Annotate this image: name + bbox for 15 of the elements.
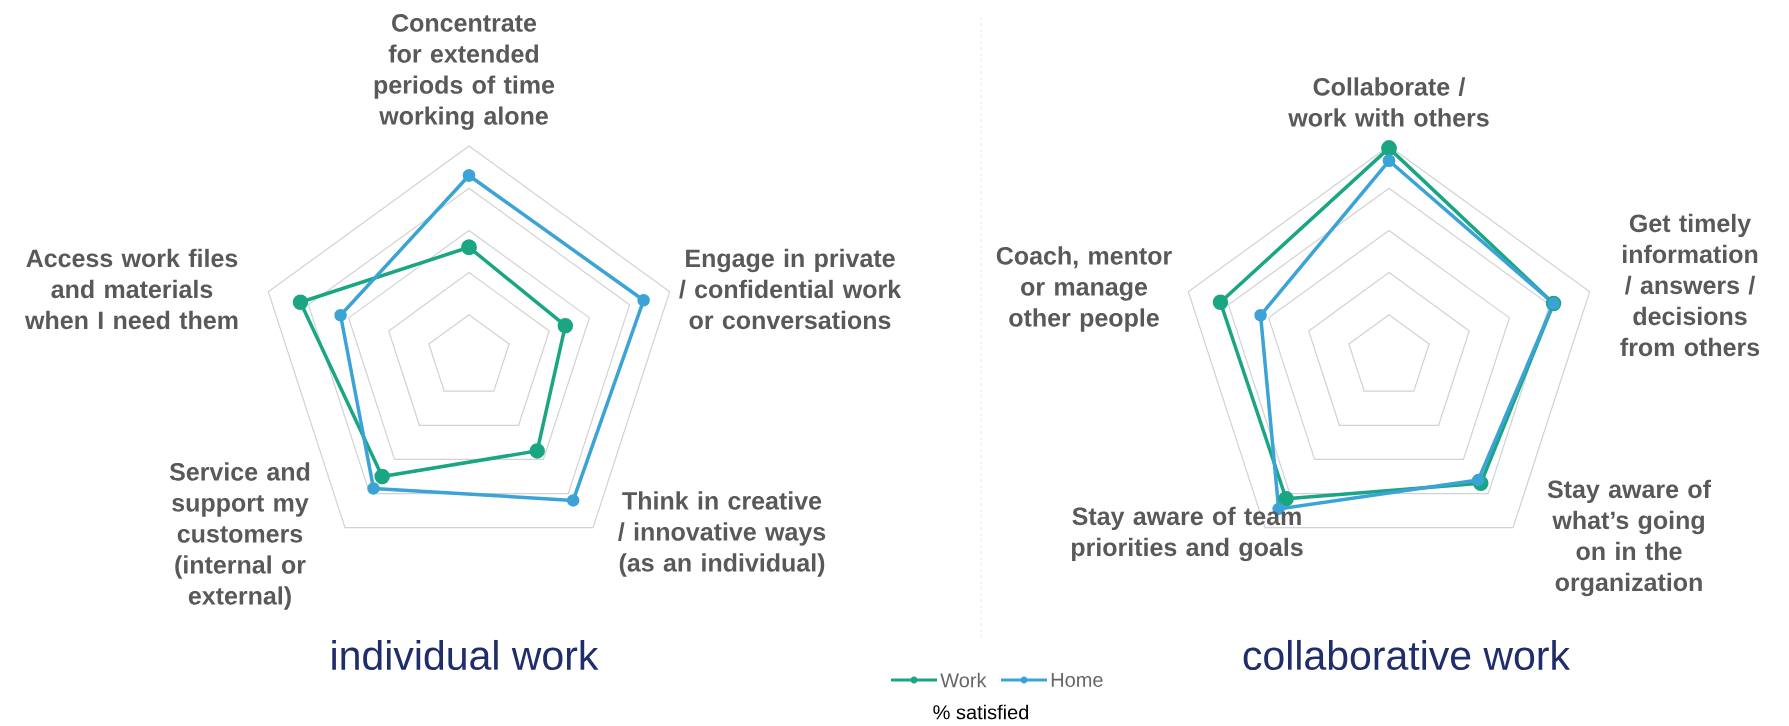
spoke-label: Service and support my customers (internal or external) [169, 462, 310, 610]
text: individual work [332, 639, 599, 671]
spoke-label: Coach, mentor or manage other people [996, 246, 1172, 332]
spoke-label: Concentrate for extended periods of time working alone [374, 14, 555, 130]
spoke-label: Get timely information / answers / decisions from others [1620, 213, 1760, 357]
spoke-label: Access work files and materials when I need them [24, 248, 238, 330]
spoke-label: Stay aware of what’s going on in the organization [1547, 479, 1712, 597]
text: collaborative work [1243, 639, 1571, 671]
legend-label: Work [940, 672, 987, 688]
spoke-label: Think in creative / innovative ways (as an individual) [618, 491, 826, 577]
text: % satisfied [933, 704, 1029, 720]
spoke-label: Engage in private / confidential work or conversations [679, 248, 902, 330]
spoke-label: Collaborate / work with others [1288, 77, 1489, 127]
legend-label: Home [1051, 673, 1103, 687]
spoke-label: Stay aware of team priorities and goals [1071, 506, 1303, 562]
